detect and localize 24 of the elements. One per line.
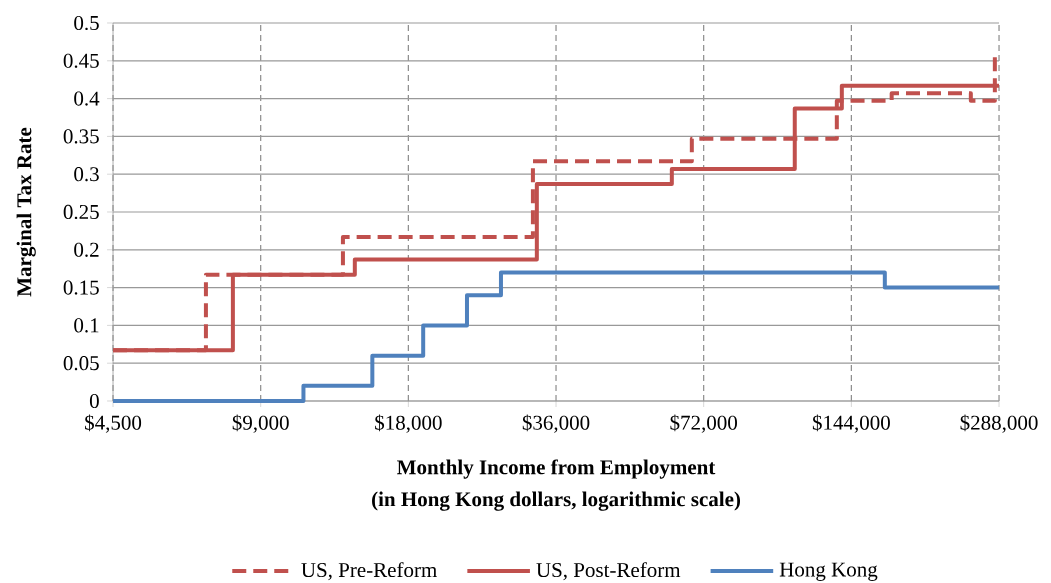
x-tick-label: $36,000 bbox=[522, 414, 590, 433]
y-tick-label: 0.5 bbox=[74, 15, 99, 31]
y-tick-label: 0.35 bbox=[63, 129, 99, 144]
x-tick-label: $9,000 bbox=[232, 414, 289, 433]
legend-label: US, Post-Reform bbox=[536, 562, 681, 581]
y-tick-label: 0.05 bbox=[63, 356, 99, 371]
y-tick-label: 0.25 bbox=[63, 204, 99, 220]
y-tick-label: 0.1 bbox=[74, 318, 99, 333]
y-tick-label: 0 bbox=[89, 393, 99, 409]
y-tick-label: 0.3 bbox=[74, 167, 99, 182]
legend-label: Hong Kong bbox=[779, 562, 878, 581]
y-axis-title: Marginal Tax Rate bbox=[16, 127, 36, 297]
text: (in Hong Kong dollars, logarithmic scale) bbox=[372, 491, 741, 511]
y-tick-label: 0.15 bbox=[63, 280, 99, 295]
x-tick-label: $18,000 bbox=[375, 414, 442, 433]
x-tick-label: $288,000 bbox=[960, 414, 1038, 433]
y-tick-label: 0.45 bbox=[63, 53, 99, 68]
x-tick-label: $144,000 bbox=[812, 414, 890, 433]
x-axis-title: Monthly Income from Employment bbox=[397, 459, 716, 479]
y-tick-label: 0.4 bbox=[74, 91, 100, 106]
x-tick-label: $4,500 bbox=[85, 414, 142, 433]
y-tick-label: 0.2 bbox=[74, 242, 99, 257]
x-tick-label: $72,000 bbox=[670, 414, 737, 433]
legend-label: US, Pre-Reform bbox=[301, 562, 437, 581]
